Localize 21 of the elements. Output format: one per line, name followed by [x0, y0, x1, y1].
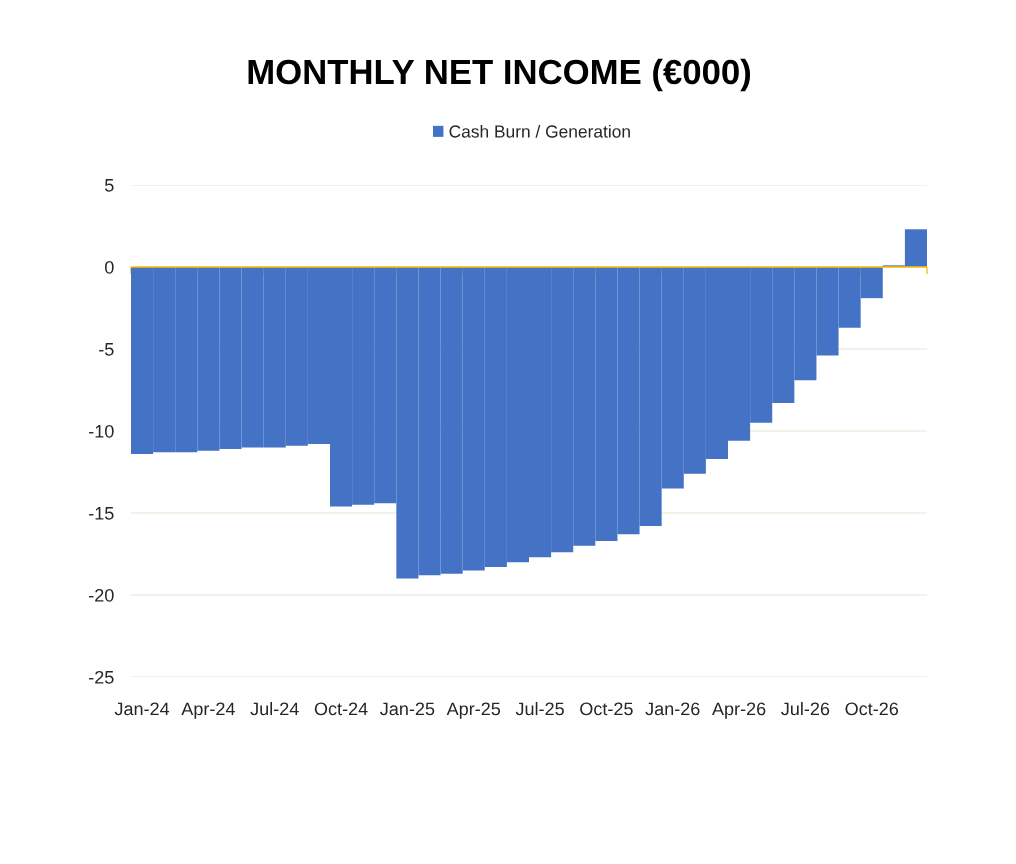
x-tick-label: Oct-25 — [580, 702, 633, 716]
x-tick-label: Apr-26 — [712, 702, 766, 719]
y-tick-label: 0 — [105, 260, 114, 274]
x-tick-label: Jul-25 — [515, 702, 564, 716]
x-tick-label: Jul-26 — [781, 702, 830, 716]
y-tick-label: -10 — [89, 424, 114, 438]
x-tick-label: Jul-24 — [250, 702, 299, 716]
x-tick-label: Jan-26 — [645, 702, 700, 716]
y-tick-label: -5 — [99, 343, 114, 356]
y-tick-label: -25 — [89, 670, 114, 684]
chart-title: MONTHLY NET INCOME (€000) — [248, 58, 751, 92]
y-tick-label: 5 — [105, 179, 114, 192]
y-tick-label: -15 — [89, 507, 114, 520]
x-tick-label: Jan-25 — [380, 702, 435, 716]
x-tick-label: Apr-25 — [446, 702, 501, 719]
x-tick-label: Apr-24 — [181, 702, 235, 719]
x-tick-label: Oct-26 — [845, 702, 899, 716]
legend-label: Cash Burn / Generation — [449, 124, 630, 138]
x-tick-label: Jan-24 — [114, 702, 170, 716]
y-tick-label: -20 — [89, 588, 114, 602]
x-tick-label: Oct-24 — [314, 702, 368, 716]
